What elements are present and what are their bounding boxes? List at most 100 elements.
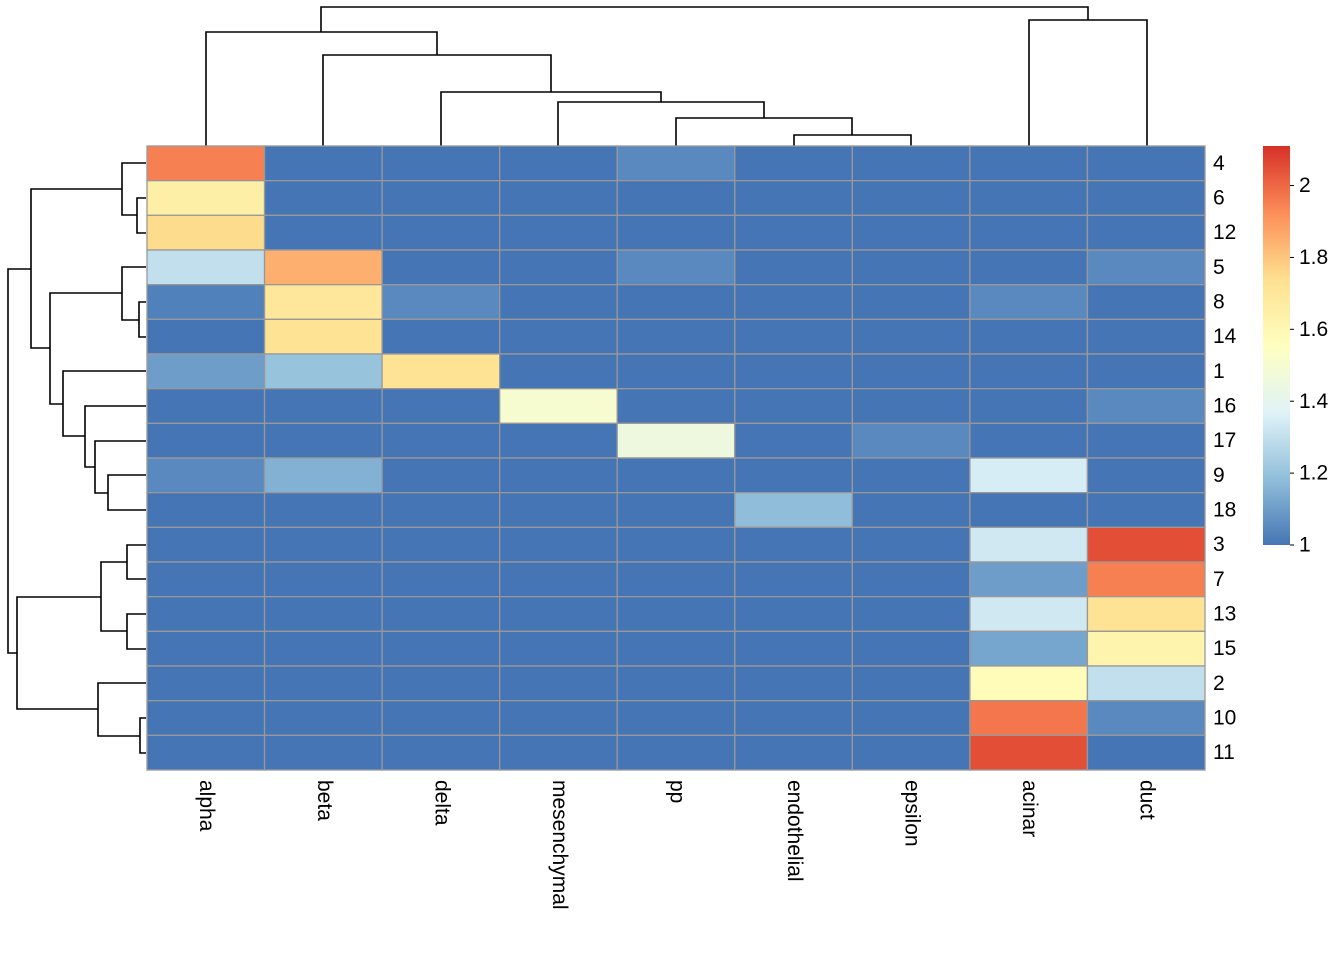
heatmap-cell (263, 388, 383, 424)
heatmap-cell (616, 284, 736, 320)
heatmap-cell (616, 214, 736, 251)
heatmap-cell (381, 630, 501, 667)
heatmap-cell (146, 353, 266, 390)
colorbar-tick-label: 1.6 (1299, 318, 1328, 341)
heatmap-cell (734, 596, 853, 632)
heatmap-cell (146, 526, 266, 563)
colorbar-tick-label: 1.4 (1299, 390, 1329, 413)
heatmap-cell (146, 457, 266, 494)
column-label: epsilon (901, 780, 924, 847)
heatmap-cell (499, 665, 618, 702)
heatmap-cell (1086, 145, 1206, 182)
heatmap-cell (263, 561, 383, 598)
heatmap-cell (1086, 596, 1206, 632)
heatmap-cell (969, 561, 1089, 598)
heatmap-cell (616, 388, 736, 424)
heatmap-cell (146, 561, 266, 598)
heatmap-cell (1086, 249, 1206, 286)
heatmap-cell (616, 561, 736, 598)
heatmap-cell (381, 665, 501, 702)
heatmap-cell (734, 388, 853, 424)
heatmap-cell (499, 596, 618, 632)
heatmap-cell (381, 457, 501, 494)
row-label: 8 (1213, 291, 1225, 314)
heatmap-cell (969, 249, 1089, 286)
heatmap-cell (616, 145, 736, 182)
heatmap-cell (851, 422, 971, 459)
row-label: 16 (1213, 395, 1236, 418)
heatmap-cell (851, 700, 971, 736)
heatmap-cell (499, 700, 618, 736)
heatmap-cell (146, 734, 266, 771)
heatmap-cell (146, 665, 266, 702)
heatmap-cell (851, 180, 971, 216)
heatmap-cell (146, 214, 266, 251)
heatmap-cell (146, 388, 266, 424)
heatmap-cell (734, 180, 853, 216)
heatmap-cell (146, 318, 266, 355)
row-label: 4 (1213, 152, 1225, 175)
heatmap-cell (146, 492, 266, 528)
heatmap-cell (1086, 284, 1206, 320)
heatmap-cell (146, 145, 266, 182)
heatmap-cell (734, 318, 853, 355)
heatmap-cell (381, 422, 501, 459)
heatmap-cell (616, 665, 736, 702)
heatmap-cell (499, 249, 618, 286)
heatmap-cell (499, 180, 618, 216)
heatmap-cell (734, 561, 853, 598)
heatmap-cell (616, 353, 736, 390)
heatmap-cell (263, 492, 383, 528)
heatmap-cell (616, 596, 736, 632)
colorbar-tick-label: 1 (1299, 534, 1311, 557)
heatmap-cell (263, 700, 383, 736)
heatmap-cell (616, 249, 736, 286)
heatmap-cell (734, 665, 853, 702)
row-label: 9 (1213, 464, 1225, 487)
heatmap-cell (381, 492, 501, 528)
heatmap-cell (263, 457, 383, 494)
heatmap-cell (969, 665, 1089, 702)
heatmap-cell (1086, 353, 1206, 390)
heatmap-cell (146, 630, 266, 667)
column-label: beta (313, 780, 336, 821)
column-label: duct (1136, 780, 1159, 820)
row-label: 10 (1213, 707, 1236, 730)
heatmap-cell (381, 526, 501, 563)
heatmap-cell (263, 665, 383, 702)
heatmap-cell (146, 700, 266, 736)
heatmap-cell (616, 318, 736, 355)
heatmap-cell (381, 700, 501, 736)
heatmap-cell (499, 388, 618, 424)
row-label: 13 (1213, 603, 1236, 626)
heatmap-cell (969, 145, 1089, 182)
colorbar-tick-label: 1.2 (1299, 462, 1328, 485)
heatmap-cell (616, 526, 736, 563)
heatmap-cell (499, 734, 618, 771)
heatmap-cell (146, 284, 266, 320)
heatmap-cell (1086, 734, 1206, 771)
heatmap-cell (969, 388, 1089, 424)
heatmap-cell (1086, 214, 1206, 251)
heatmap-cell (969, 700, 1089, 736)
heatmap-cell (734, 630, 853, 667)
heatmap-cell (263, 353, 383, 390)
heatmap-cell (616, 180, 736, 216)
column-label: pp (665, 780, 688, 803)
heatmap-cell (969, 214, 1089, 251)
heatmap-cell (969, 180, 1089, 216)
heatmap-cell (1086, 700, 1206, 736)
heatmap-cell (851, 457, 971, 494)
heatmap-cell (1086, 630, 1206, 667)
column-label: endothelial (783, 780, 806, 882)
heatmap-cell (381, 214, 501, 251)
heatmap-cell (381, 145, 501, 182)
heatmap-cell (969, 630, 1089, 667)
row-dendrogram (7, 162, 146, 754)
colorbar (1263, 146, 1290, 545)
colorbar-tick-label: 1.8 (1299, 246, 1328, 269)
heatmap-cell (499, 630, 618, 667)
heatmap-cell (969, 734, 1089, 771)
heatmap-cell (969, 318, 1089, 355)
